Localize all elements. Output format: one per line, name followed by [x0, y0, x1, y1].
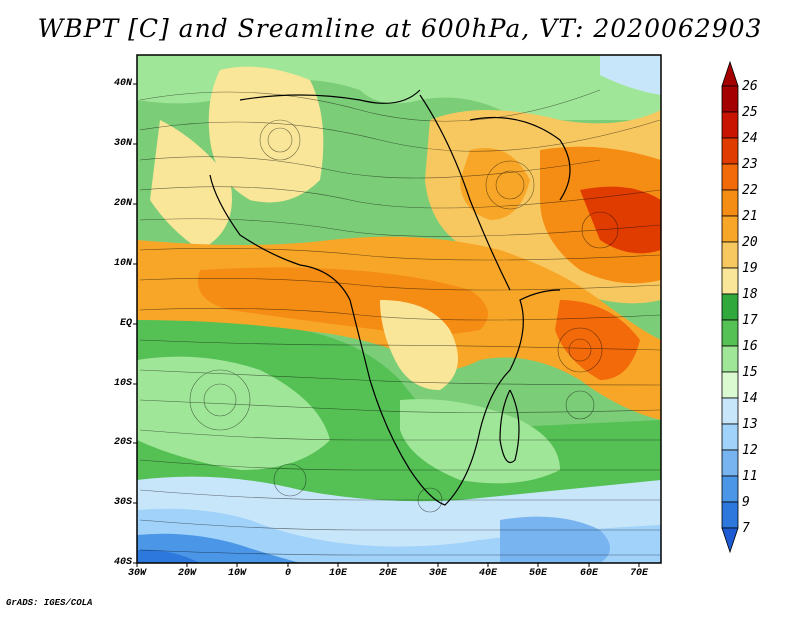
colorbar-segment	[721, 267, 739, 295]
colorbar-label: 22	[742, 183, 758, 198]
colorbar-label: 18	[742, 287, 758, 302]
colorbar-label: 9	[742, 495, 750, 510]
colorbar-segment	[721, 163, 739, 191]
colorbar-segment	[721, 449, 739, 477]
lat-label: EQ	[119, 318, 132, 329]
credit-text: GrADS: IGES/COLA	[6, 598, 93, 608]
colorbar-label: 25	[742, 105, 758, 120]
lon-label: 50E	[528, 568, 547, 579]
colorbar-label: 24	[742, 131, 758, 146]
colorbar-label: 13	[742, 417, 758, 432]
colorbar-segment	[721, 371, 739, 399]
lat-label: 40S	[113, 557, 132, 568]
colorbar-segment	[721, 423, 739, 451]
lat-label: 40N	[113, 78, 132, 89]
lon-label: 30E	[428, 568, 447, 579]
colorbar-segment	[721, 215, 739, 243]
colorbar-segment	[721, 189, 739, 217]
colorbar-bottom-arrow	[721, 527, 739, 554]
colorbar-label: 11	[742, 469, 758, 484]
colorbar-segment	[721, 345, 739, 373]
colorbar-label: 16	[742, 339, 758, 354]
colorbar-label: 12	[742, 443, 758, 458]
colorbar	[721, 60, 739, 554]
lon-label: 0	[284, 568, 291, 579]
colorbar-segment	[721, 501, 739, 529]
lon-label: 70E	[629, 568, 648, 579]
colorbar-segment	[721, 85, 739, 113]
colorbar-label: 17	[742, 313, 758, 328]
lat-label: 10S	[113, 378, 132, 389]
lon-label: 40E	[478, 568, 497, 579]
colorbar-label: 7	[742, 521, 750, 536]
lon-label: 10W	[227, 568, 246, 579]
colorbar-label: 26	[742, 79, 758, 94]
wbpt-field	[137, 55, 661, 563]
colorbar-label: 15	[742, 365, 758, 380]
lat-label: 20S	[113, 437, 132, 448]
lat-label: 30N	[113, 138, 132, 149]
map-title: WBPT [C] and Sreamline at 600hPa, VT: 20…	[37, 14, 763, 43]
axis-ticks	[133, 83, 640, 567]
lon-label: 30W	[127, 568, 146, 579]
lon-label: 20E	[378, 568, 397, 579]
lat-label: 30S	[113, 497, 132, 508]
colorbar-segment	[721, 397, 739, 425]
colorbar-segment	[721, 137, 739, 165]
colorbar-segment	[721, 111, 739, 139]
lat-label: 10N	[113, 258, 132, 269]
lon-label: 10E	[328, 568, 347, 579]
lon-label: 20W	[177, 568, 196, 579]
colorbar-label: 20	[742, 235, 758, 250]
lat-label: 20N	[113, 198, 132, 209]
colorbar-segment	[721, 319, 739, 347]
colorbar-label: 23	[742, 157, 758, 172]
map-frame	[136, 54, 662, 564]
colorbar-label: 19	[742, 261, 758, 276]
colorbar-label: 14	[742, 391, 758, 406]
colorbar-segment	[721, 241, 739, 269]
colorbar-segment	[721, 293, 739, 321]
colorbar-top-arrow	[721, 60, 739, 87]
lon-label: 60E	[579, 568, 598, 579]
colorbar-label: 21	[742, 209, 758, 224]
colorbar-segment	[721, 475, 739, 503]
